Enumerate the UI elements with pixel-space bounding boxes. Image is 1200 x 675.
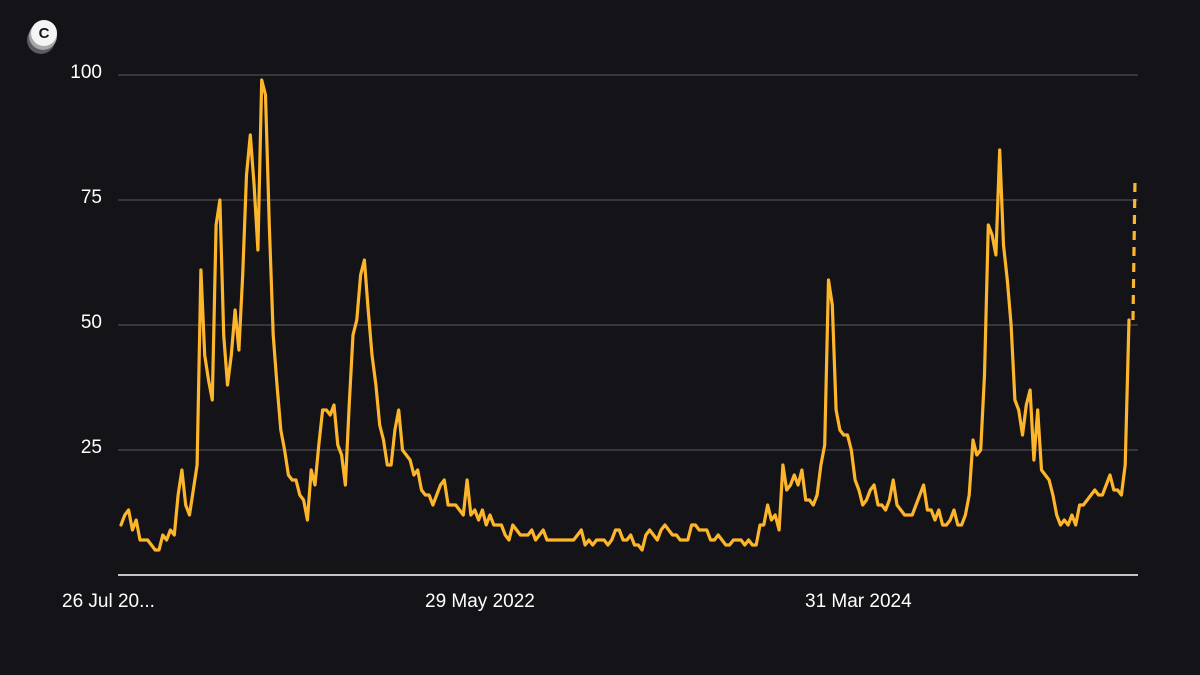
series-layer <box>119 78 1137 552</box>
logo-letter: C <box>39 25 50 42</box>
y-tick-label: 25 <box>81 437 102 458</box>
x-tick-label: 29 May 2022 <box>425 591 535 612</box>
brand-logo-icon: C <box>21 18 63 60</box>
x-tick-label: 31 Mar 2024 <box>805 591 912 612</box>
x-tick-labels: 26 Jul 20... 29 May 2022 31 Mar 2024 <box>62 591 912 612</box>
y-tick-labels: 25 50 75 100 <box>70 62 102 458</box>
grid-lines <box>118 74 1138 576</box>
x-tick-label: 26 Jul 20... <box>62 591 155 612</box>
projection-line <box>1131 179 1137 321</box>
series-line <box>119 78 1131 552</box>
y-tick-label: 50 <box>81 312 102 333</box>
y-tick-label: 100 <box>70 62 102 83</box>
y-tick-label: 75 <box>81 187 102 208</box>
